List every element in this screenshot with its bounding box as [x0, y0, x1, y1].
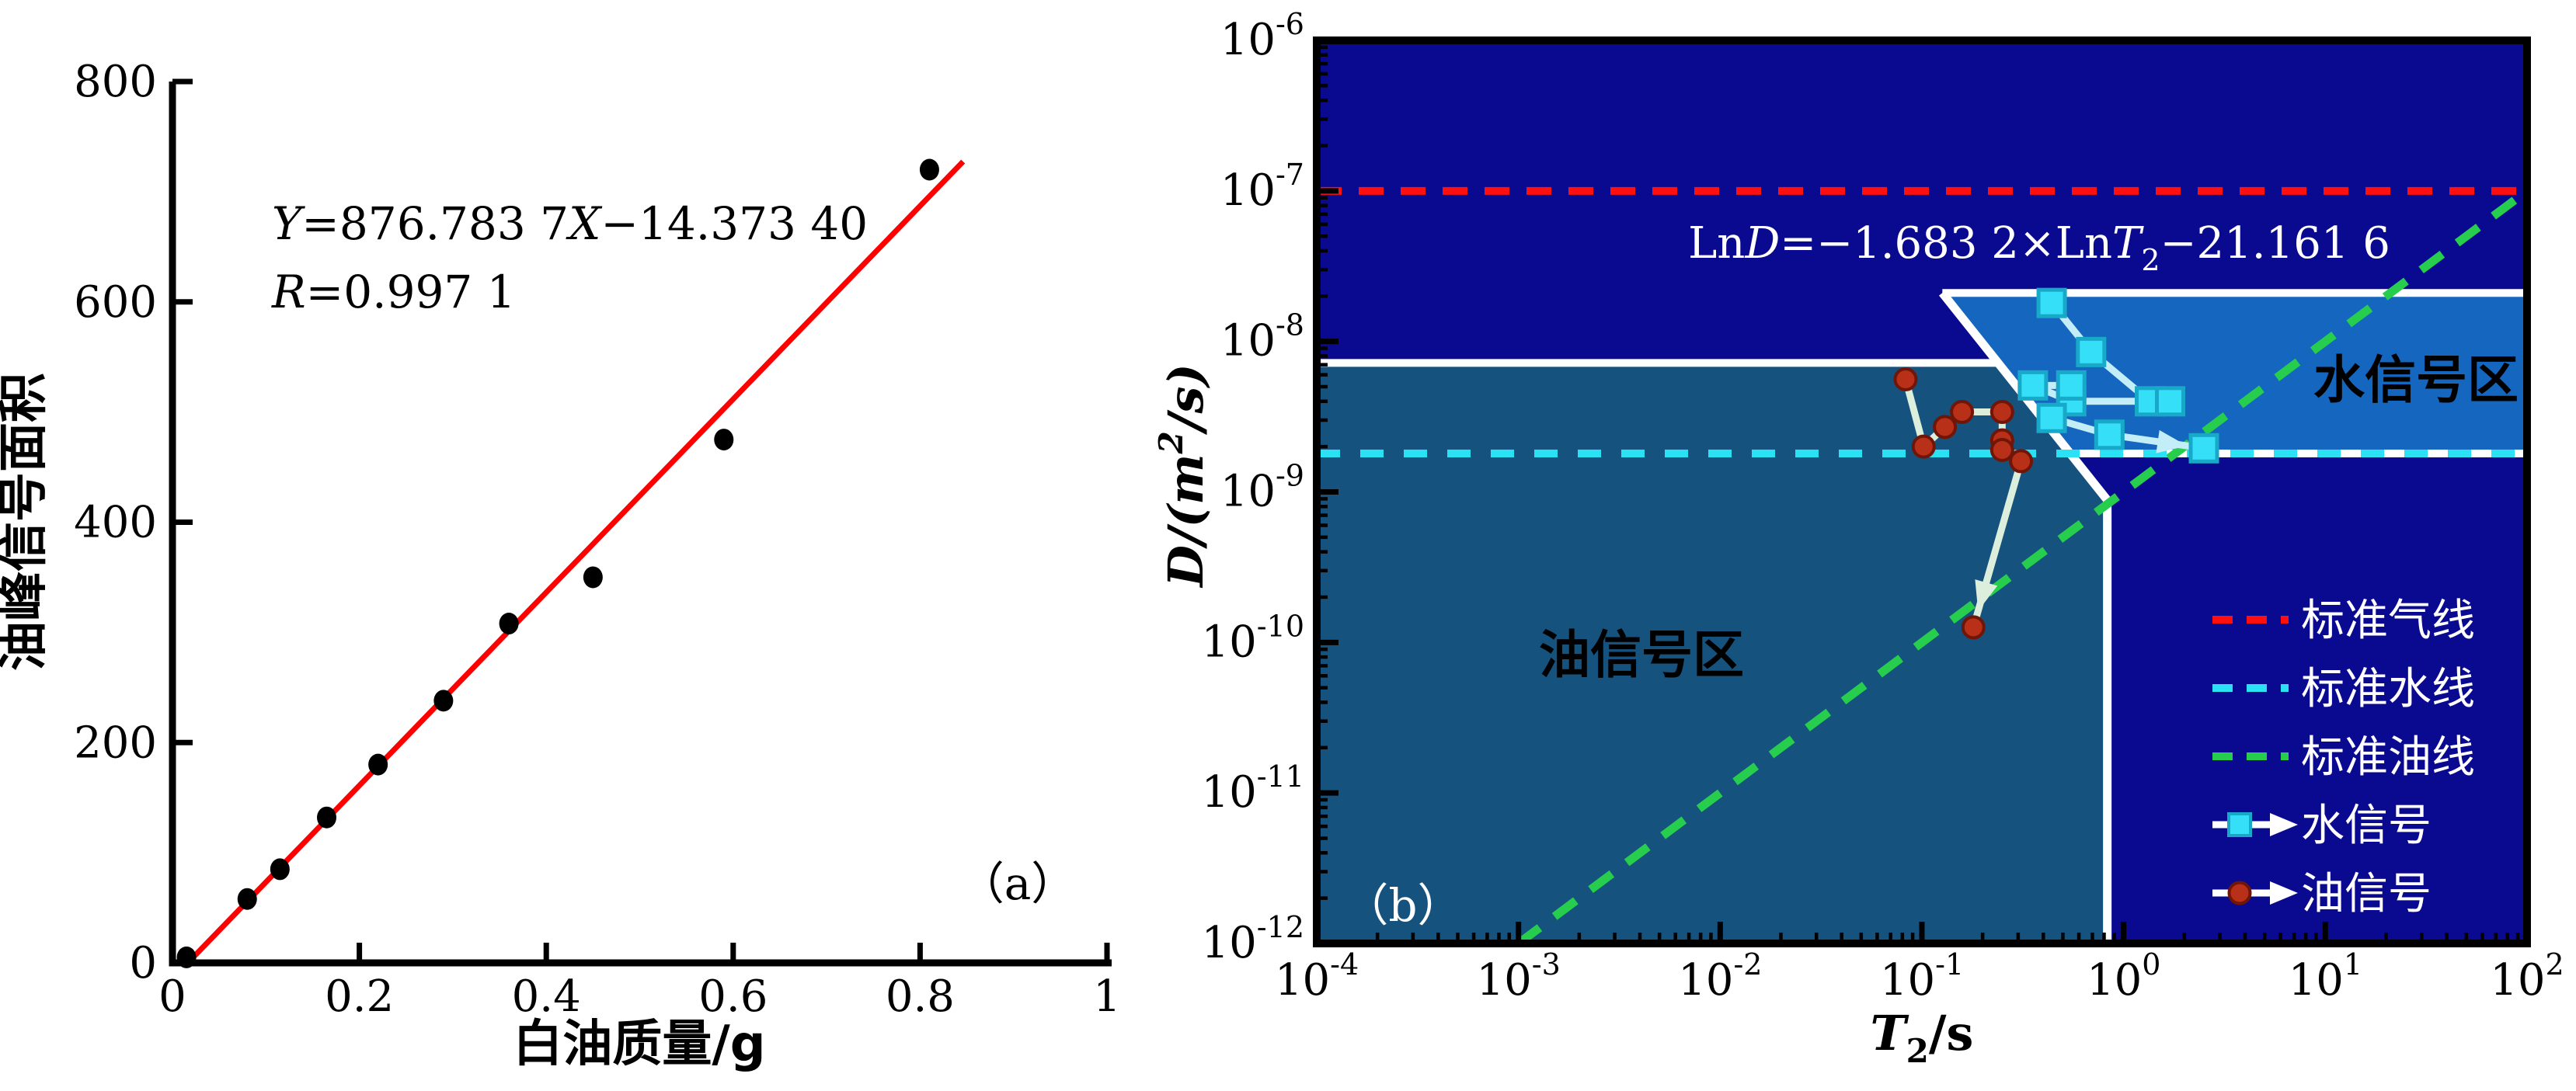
oil-signal-point [1911, 434, 1936, 459]
water-signal-point [2036, 287, 2067, 318]
oil-signal-point [1950, 399, 1975, 424]
water-signal-point [2188, 433, 2219, 464]
panel-b-plot-layer: 10-4 10-3 10-2 10-1 100 101 102 10-6 10-7 10-8 10-… [1202, 7, 2564, 1006]
legend-label-gas-line: 标准气线 [2301, 596, 2475, 646]
oil-signal-point [1989, 399, 2014, 424]
panel-a-data-point [714, 429, 734, 451]
legend-water-marker [2227, 812, 2252, 837]
legend-label-oil-signal: 油信号 [2301, 869, 2432, 919]
panel-b-x-tick-label: 10-3 [1477, 947, 1561, 1006]
panel-a-data-point [368, 753, 388, 776]
panel-a-data-point [237, 888, 257, 910]
water-signal-zone [1942, 293, 2527, 454]
oil-signal-point [1933, 415, 1958, 440]
oil-signal-point [1989, 437, 2014, 462]
panel-a-data-point [176, 946, 197, 968]
panel-a-y-tick-label: 600 [74, 277, 157, 328]
panel-b-y-axis-title: D/(m2/s) [1152, 363, 1214, 588]
panel-a-data-point [270, 858, 290, 881]
oil-signal-point [2009, 449, 2034, 474]
legend-arrowhead [2270, 881, 2298, 905]
panel-b-x-tick-label: 10-2 [1678, 947, 1762, 1006]
water-signal-point [2076, 336, 2107, 367]
panel-a-y-tick-label: 200 [74, 717, 157, 768]
panel-a-x-tick-label: 0.6 [698, 971, 768, 1022]
panel-b-x-tick-label: 102 [2490, 947, 2564, 1006]
legend-swatches [2212, 616, 2298, 905]
panel-b-y-tick-label: 10-6 [1220, 7, 1304, 65]
oil-signal-zone-label: 油信号区 [1539, 624, 1744, 685]
panel-b-x-tick-label: 101 [2289, 947, 2362, 1006]
panel-a-data-point [583, 566, 603, 589]
trajectory-arrowhead [1975, 579, 1998, 611]
water-signal-point [2056, 370, 2087, 401]
panel-a-x-tick-label: 0.4 [512, 971, 581, 1022]
panel-a-data-point [919, 158, 939, 181]
panel-a-label: （a） [959, 857, 1077, 910]
panel-b-y-tick-label: 10-9 [1220, 459, 1304, 517]
legend-label-water-line: 标准水线 [2301, 664, 2475, 714]
panel-a-x-axis-title: 白油质量/g [513, 1016, 765, 1073]
panel-b-legend: 标准气线 标准水线 标准油线 水信号 油信号 [2212, 596, 2475, 919]
standard-oil-line [1516, 187, 2530, 947]
panel-a-plot-layer: 0 200 400 600 800 0 0.2 0.4 0.6 0.8 1 [74, 57, 1121, 1022]
panel-a-y-tick-label: 0 [129, 938, 157, 989]
panel-a-data-point [316, 806, 336, 829]
panel-a-y-tick-label: 400 [74, 498, 157, 548]
panel-b-y-tick-label: 10-11 [1202, 759, 1304, 818]
water-signal-point [2036, 402, 2067, 433]
water-signal-point [2017, 370, 2049, 401]
panel-b-y-tick-label: 10-8 [1220, 308, 1304, 367]
panel-a-equation: Y=876.783 7X−14.373 40 [272, 197, 868, 250]
oil-signal-point [1961, 615, 1986, 640]
panel-a-data-point [433, 690, 454, 712]
panel-a-x-tick-label: 0 [158, 971, 186, 1022]
panel-a-x-tick-label: 1 [1093, 971, 1121, 1022]
panel-b-x-tick-label: 100 [2087, 947, 2160, 1006]
水信号-trajectory-line [2029, 301, 2205, 452]
legend-arrowhead [2270, 813, 2298, 836]
oil-signal-point [1893, 367, 1918, 391]
panel-b-d-t2-crossplot: 10-4 10-3 10-2 10-1 100 101 102 10-6 10-7 10-8 10-… [1152, 7, 2564, 1070]
panel-a-x-tick-label: 0.8 [886, 971, 955, 1022]
water-signal-point [2094, 419, 2125, 450]
panel-b-y-tick-label: 10-7 [1220, 158, 1304, 216]
panel-b-x-axis-title: T2/s [1871, 1005, 1974, 1070]
oil-signal-zone [1317, 363, 2108, 943]
legend-label-oil-line: 标准油线 [2301, 732, 2475, 783]
panel-a-y-tick-label: 800 [74, 57, 157, 107]
panel-b-x-tick-label: 10-4 [1275, 947, 1359, 1006]
panel-b-y-tick-label: 10-12 [1202, 910, 1304, 968]
panel-a-data-point [499, 613, 519, 635]
panel-a-correlation-coefficient: R=0.997 1 [271, 266, 516, 318]
water-signal-zone-label: 水信号区 [2313, 349, 2519, 410]
panel-b-regression-equation: LnD=−1.683 2×LnT2−21.161 6 [1688, 218, 2390, 277]
legend-label-water-signal: 水信号 [2301, 801, 2432, 851]
panel-b-y-tick-label: 10-10 [1202, 609, 1304, 667]
panel-a-x-tick-label: 0.2 [325, 971, 394, 1022]
trajectory-arrowhead [2156, 429, 2188, 453]
legend-oil-marker [2227, 881, 2252, 905]
panel-a-calibration-chart: 0 200 400 600 800 0 0.2 0.4 0.6 0.8 1 Y=876.783 7X… [0, 57, 1121, 1073]
panel-b-x-tick-label: 10-1 [1880, 947, 1964, 1006]
panel-b-frame [1313, 36, 2531, 947]
water-signal-point [2155, 386, 2186, 417]
panel-a-y-axis-title: 油峰信号面积 [0, 373, 53, 671]
panel-b-label: （b） [1343, 879, 1462, 932]
